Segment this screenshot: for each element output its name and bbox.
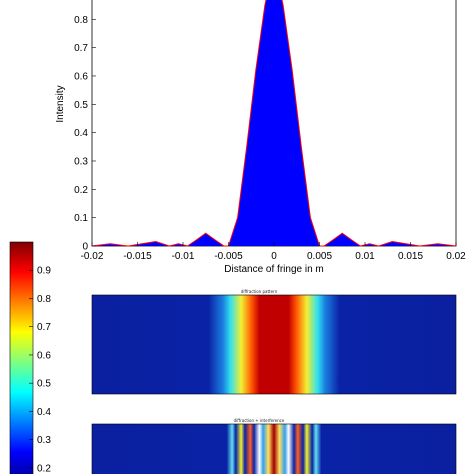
colorbar: 0.9 0.8 0.7 0.6 0.5 0.4 0.3 0.2 [9, 241, 51, 474]
x-tick-label: 0.015 [398, 251, 423, 262]
heatmap-image [91, 423, 457, 474]
y-axis: 0 0.1 0.2 0.3 0.4 0.5 0.6 0.7 0.8 [74, 15, 96, 253]
x-tick-label: 0 [271, 251, 277, 262]
colorbar-gradient [9, 241, 34, 474]
intensity-area [92, 0, 456, 246]
y-tick-label: 0 [82, 242, 88, 253]
y-tick-label: 0.2 [74, 185, 88, 196]
heatmap-panel-diffraction: diffraction pattern [91, 289, 457, 395]
x-tick-label: -0.015 [123, 251, 152, 262]
y-tick-label: 0.7 [74, 43, 88, 54]
panel-title: diffraction pattern [241, 289, 278, 294]
panel-title: diffraction + interference [234, 418, 285, 423]
y-tick-label: 0.4 [74, 128, 88, 139]
y-axis-label: Intensity [55, 85, 66, 122]
x-axis: -0.02 -0.015 -0.01 -0.005 0 0.005 0.01 0.015 0.0… [81, 242, 466, 262]
colorbar-tick-label: 0.6 [37, 350, 51, 361]
colorbar-ticks: 0.9 0.8 0.7 0.6 0.5 0.4 0.3 0.2 [29, 266, 51, 474]
y-tick-label: 0.6 [74, 71, 88, 82]
heatmap-panel-interference: diffraction + interference [91, 418, 457, 474]
x-axis-label: Distance of fringe in m [224, 264, 324, 275]
y-tick-label: 0.5 [74, 100, 88, 111]
x-tick-label: 0.005 [307, 251, 332, 262]
x-tick-label: -0.02 [81, 251, 104, 262]
colorbar-tick-label: 0.3 [37, 435, 51, 446]
colorbar-tick-label: 0.5 [37, 379, 51, 390]
x-tick-label: 0.02 [446, 251, 466, 262]
colorbar-tick-label: 0.7 [37, 322, 51, 333]
colorbar-tick-label: 0.2 [37, 463, 51, 474]
colorbar-tick-label: 0.4 [37, 407, 51, 418]
y-tick-label: 0.3 [74, 156, 88, 167]
x-tick-label: -0.01 [172, 251, 195, 262]
y-tick-label: 0.8 [74, 15, 88, 26]
colorbar-tick-label: 0.9 [37, 266, 51, 277]
heatmap-image [91, 294, 457, 395]
x-tick-label: 0.01 [355, 251, 375, 262]
intensity-plot: -0.02 -0.015 -0.01 -0.005 0 0.005 0.01 0.015 0.0… [55, 0, 466, 275]
colorbar-tick-label: 0.8 [37, 294, 51, 305]
intensity-outline [91, 0, 457, 247]
x-tick-label: -0.005 [214, 251, 243, 262]
y-tick-label: 0.1 [74, 213, 88, 224]
intensity-series [91, 0, 457, 247]
